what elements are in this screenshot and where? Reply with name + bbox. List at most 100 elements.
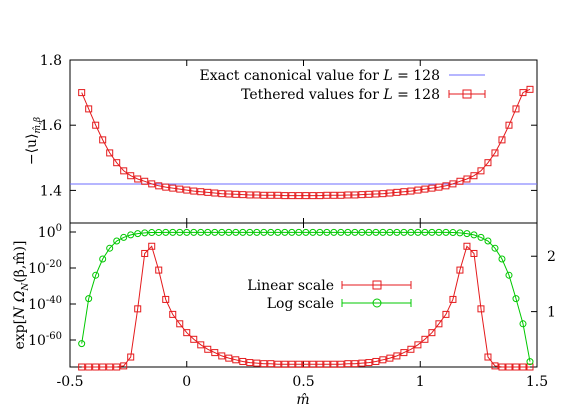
tethered-point [246, 191, 254, 199]
top-y-axis-label: −⟨u⟩m̂,β [24, 117, 43, 165]
tethered-point [141, 177, 149, 185]
linear-scale-point [309, 360, 317, 368]
linear-scale-point [183, 329, 191, 337]
log-scale-point [162, 228, 170, 236]
linear-scale-point [519, 363, 527, 371]
tethered-point [316, 192, 324, 200]
linear-scale-point [141, 249, 149, 257]
log-scale-point [358, 228, 366, 236]
log-scale-point [519, 320, 527, 328]
tethered-point [435, 183, 443, 191]
tethered-point [176, 185, 184, 193]
log-scale-point [197, 228, 205, 236]
x-tick-label: 1 [416, 374, 425, 390]
tethered-point [512, 105, 520, 113]
log-scale-point [470, 231, 478, 239]
top-legend: Exact canonical value for L = 128 Tether… [199, 68, 486, 103]
log-scale-point [113, 237, 121, 245]
linear-scale-point [169, 310, 177, 318]
log-scale-point [309, 228, 317, 236]
log-scale-point [190, 228, 198, 236]
log-scale-point [526, 358, 534, 366]
tethered-point [484, 159, 492, 167]
log-scale-point [253, 228, 261, 236]
tethered-point [148, 180, 156, 188]
tethered-point [239, 191, 247, 199]
top-y-tick-label: 1.4 [40, 183, 62, 199]
legend-label-log: Log scale [267, 296, 334, 312]
legend-label-exact: Exact canonical value for L = 128 [199, 68, 440, 84]
log-scale-point [337, 228, 345, 236]
linear-scale-point [386, 354, 394, 362]
bottom-plot-area [78, 228, 534, 371]
linear-scale-point [449, 295, 457, 303]
log-scale-point [428, 228, 436, 236]
tethered-point [337, 191, 345, 199]
log-scale-point [505, 271, 513, 279]
log-scale-point [232, 228, 240, 236]
tethered-point [470, 172, 478, 180]
log-scale-point [442, 228, 450, 236]
linear-scale-point [400, 349, 408, 357]
linear-scale-point [99, 363, 107, 371]
tethered-point [281, 192, 289, 200]
linear-scale-point [148, 242, 156, 250]
log-scale-point [99, 255, 107, 263]
tethered-point [449, 180, 457, 188]
linear-scale-point [442, 310, 450, 318]
linear-scale-point [204, 345, 212, 353]
linear-scale-point [78, 363, 86, 371]
linear-scale-point [253, 359, 261, 367]
tethered-point [78, 89, 86, 97]
bottom-y-axis-label: exp[N ΩN(β,m̂)] [12, 240, 31, 349]
tethered-point [197, 188, 205, 196]
linear-scale-point [281, 360, 289, 368]
linear-scale-point [316, 360, 324, 368]
log-scale-point [344, 228, 352, 236]
tethered-point [295, 192, 303, 200]
linear-scale-point [267, 360, 275, 368]
log-scale-point [274, 228, 282, 236]
log-scale-point [414, 228, 422, 236]
linear-scale-point [127, 353, 135, 361]
tethered-point [519, 89, 527, 97]
top-panel: 1.4 1.6 1.8 −⟨u⟩m̂,β Exact canonical value… [24, 53, 538, 224]
tethered-point [92, 121, 100, 129]
log-scale-point [155, 228, 163, 236]
log-scale-point [302, 228, 310, 236]
log-scale-point [85, 295, 93, 303]
legend-swatch-log [341, 298, 412, 308]
tethered-point [344, 191, 352, 199]
log-scale-point [498, 255, 506, 263]
tethered-point [302, 192, 310, 200]
log-scale-point [211, 228, 219, 236]
tethered-point [155, 182, 163, 190]
linear-scale-point [246, 359, 254, 367]
tethered-point [99, 136, 107, 144]
log-scale-point [134, 230, 142, 238]
tethered-point [400, 188, 408, 196]
tethered-line [81, 88, 531, 197]
log-scale-point [491, 244, 499, 252]
linear-scale-point [344, 360, 352, 368]
log-scale-point [225, 228, 233, 236]
legend-label-tethered: Tethered values for L = 128 [241, 87, 440, 103]
linear-scale-point [155, 266, 163, 274]
linear-scale-point [358, 359, 366, 367]
log-scale-point [148, 229, 156, 237]
log-scale-point [393, 228, 401, 236]
log-scale-point [456, 229, 464, 237]
top-y-tick-label: 1.6 [40, 118, 62, 134]
log-scale-point [183, 228, 191, 236]
top-y-axis: 1.4 1.6 1.8 [40, 53, 537, 199]
linear-scale-point [225, 354, 233, 362]
log-scale-point [477, 233, 485, 241]
linear-scale-point [190, 335, 198, 343]
linear-scale-point [134, 305, 142, 313]
linear-scale-point [288, 360, 296, 368]
x-tick-label: 0 [182, 374, 191, 390]
tethered-point [309, 192, 317, 200]
linear-scale-point [232, 356, 240, 364]
linear-scale-point [113, 363, 121, 371]
